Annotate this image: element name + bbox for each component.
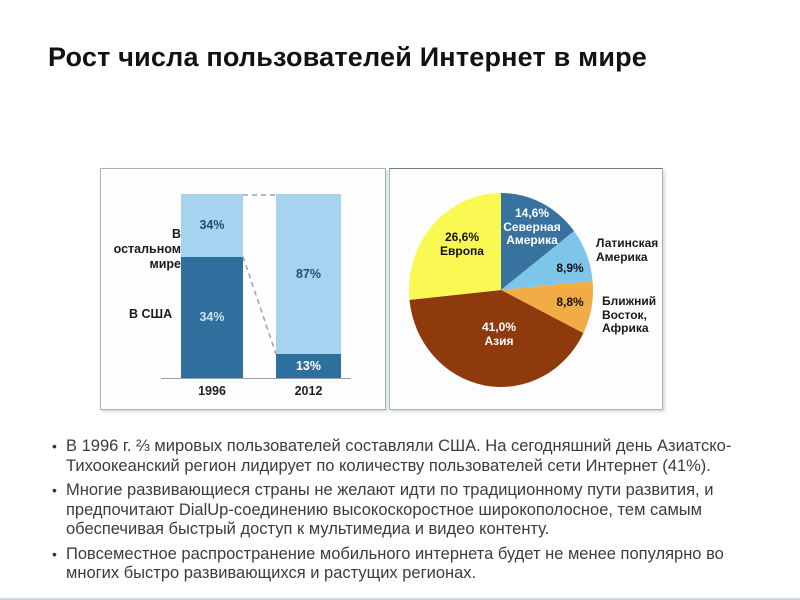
pie-slice-2 <box>501 281 593 334</box>
bullet-marker: • <box>52 438 57 454</box>
bar-x-axis <box>161 378 351 379</box>
bar-row-label-usa: В США <box>129 307 173 321</box>
bar-row-label-rest-of-world: В остальном мире <box>113 227 181 271</box>
bullet-list: • В 1996 г. ⅔ мировых пользователей сост… <box>52 437 752 589</box>
bar-2012-rest-of-world-value: 87% <box>295 267 322 282</box>
bar-category-2012: 2012 <box>294 384 323 398</box>
bar-1996: 34% 34% <box>181 194 243 378</box>
bullet-text-1: В 1996 г. ⅔ мировых пользователей состав… <box>66 437 732 475</box>
pie-label-europe: 26,6% Европа <box>423 230 501 258</box>
pie-value-asia: 41,0% <box>481 320 517 334</box>
pie-name-middle-east-africa: Ближний Восток, Африка <box>602 294 657 335</box>
bar-2012-usa-value: 13% <box>295 359 322 374</box>
pie-chart <box>408 193 593 388</box>
pie-value-europe: 26,6% <box>444 230 480 244</box>
slide-bottom-edge <box>0 597 800 600</box>
pie-slice-3 <box>409 290 584 388</box>
bar-1996-usa-segment: 34% <box>181 256 243 378</box>
bullet-marker: • <box>52 482 57 498</box>
pie-value-latin-america: 8,9% <box>556 261 584 275</box>
bar-connector-lines <box>242 194 277 355</box>
pie-name-north-america: Северная Америка <box>503 219 561 247</box>
bar-chart-panel: В остальном мире В США 34% 34% 87% 13% 1… <box>100 168 386 410</box>
bar-2012: 87% 13% <box>276 194 341 378</box>
bar-category-1996: 1996 <box>198 384 226 398</box>
bullet-item-3: • Повсеместное распространение мобильног… <box>52 545 752 584</box>
connector-diagonal-dashed-line <box>242 256 277 355</box>
pie-value-north-america: 14,6% <box>514 206 550 220</box>
pie-name-europe: Европа <box>440 243 484 258</box>
pie-name-latin-america: Латинская Америка <box>596 236 659 264</box>
bar-1996-rest-of-world-value: 34% <box>199 218 225 233</box>
bullet-marker: • <box>52 545 57 562</box>
pie-label-asia: 41,0% Азия <box>460 320 538 348</box>
pie-slice-0 <box>501 193 575 290</box>
pie-chart-panel: 14,6% Северная Америка 26,6% Европа 8,9%… <box>389 168 663 410</box>
pie-name-asia: Азия <box>484 333 514 348</box>
bullet-item-2: • Многие развивающиеся страны не желают … <box>52 481 752 540</box>
pie-label-north-america: 14,6% Северная Америка <box>486 206 578 248</box>
bar-2012-rest-of-world-segment: 87% <box>276 194 341 355</box>
bullet-text-2: Многие развивающиеся страны не желают ид… <box>66 481 714 538</box>
pie-slice-4 <box>408 193 501 300</box>
bar-2012-usa-segment: 13% <box>276 354 341 378</box>
bullet-text-3: Повсеместное распространение мобильного … <box>66 544 724 583</box>
pie-slice-1 <box>501 231 593 290</box>
bar-1996-usa-value: 34% <box>199 310 225 325</box>
page-title: Рост числа пользователей Интернет в мире <box>48 42 648 72</box>
bullet-item-1: • В 1996 г. ⅔ мировых пользователей сост… <box>52 437 752 476</box>
pie-value-middle-east-africa: 8,8% <box>556 295 584 309</box>
bar-1996-rest-of-world-segment: 34% <box>181 194 243 257</box>
